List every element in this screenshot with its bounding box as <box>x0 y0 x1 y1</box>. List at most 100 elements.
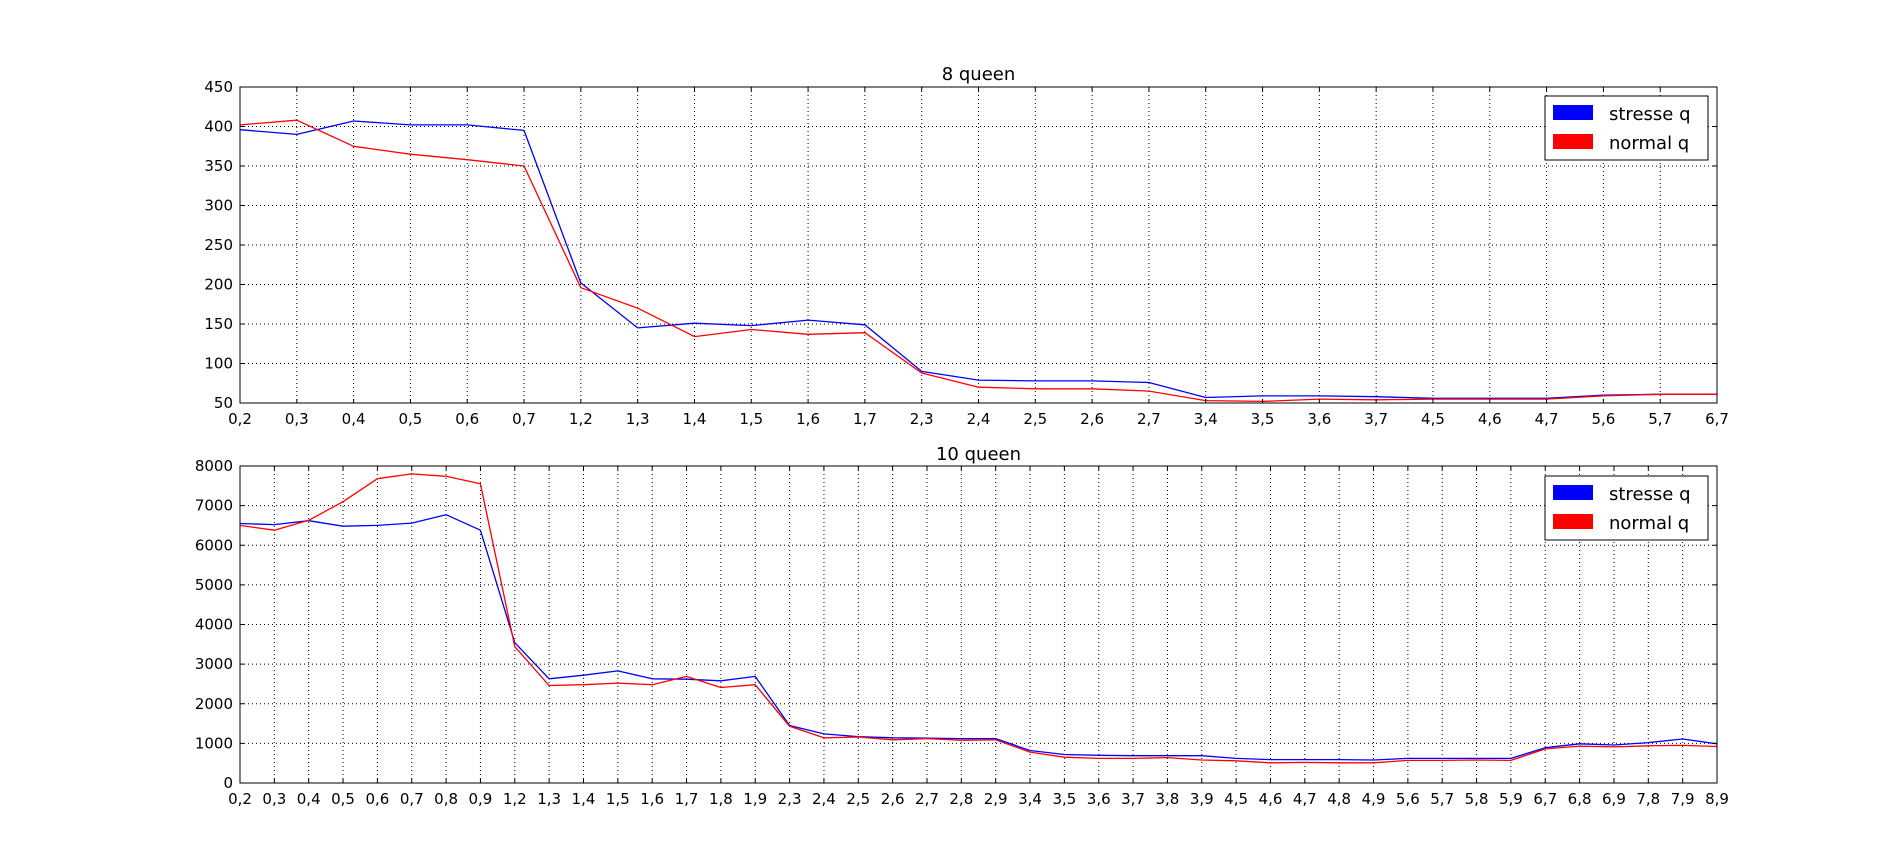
x-tick-label: 1,9 <box>743 790 767 808</box>
y-tick-label: 6000 <box>195 536 233 554</box>
x-tick-label: 7,8 <box>1636 790 1660 808</box>
x-tick-label: 3,6 <box>1307 410 1331 428</box>
x-tick-label: 4,6 <box>1259 790 1283 808</box>
x-tick-label: 3,9 <box>1190 790 1214 808</box>
x-tick-label: 2,4 <box>967 410 991 428</box>
ticks: 0,2 0,3 0,4 0,5 0,6 0,7 0,8 0,9 1,2 1,3 1,4 1,5 1,6 1… <box>195 457 1729 808</box>
x-tick-label: 0,8 <box>434 790 458 808</box>
x-tick-label: 1,4 <box>572 790 596 808</box>
y-tick-label: 100 <box>204 355 233 373</box>
x-tick-label: 1,5 <box>606 790 630 808</box>
x-tick-label: 0,4 <box>342 410 366 428</box>
chart-title: 8 queen <box>942 64 1016 85</box>
x-tick-label: 7,9 <box>1671 790 1695 808</box>
x-tick-label: 4,6 <box>1478 410 1502 428</box>
chart-title: 10 queen <box>936 444 1021 465</box>
x-tick-label: 1,6 <box>640 790 664 808</box>
x-tick-label: 0,4 <box>297 790 321 808</box>
x-tick-label: 3,5 <box>1251 410 1275 428</box>
x-tick-label: 6,7 <box>1705 410 1729 428</box>
series-lines <box>239 473 1718 764</box>
x-tick-label: 1,8 <box>709 790 733 808</box>
x-tick-label: 1,6 <box>796 410 820 428</box>
x-tick-label: 4,7 <box>1293 790 1317 808</box>
x-tick-label: 4,9 <box>1362 790 1386 808</box>
x-tick-label: 1,3 <box>537 790 561 808</box>
legend-label-normal: normal q <box>1609 513 1689 534</box>
x-tick-label: 5,8 <box>1465 790 1489 808</box>
x-tick-label: 0,5 <box>331 790 355 808</box>
x-tick-label: 6,7 <box>1533 790 1557 808</box>
x-tick-label: 1,7 <box>853 410 877 428</box>
x-tick-label: 0,9 <box>469 790 493 808</box>
x-tick-label: 0,3 <box>262 790 286 808</box>
x-tick-label: 1,2 <box>569 410 593 428</box>
x-tick-label: 4,8 <box>1327 790 1351 808</box>
x-tick-label: 6,9 <box>1602 790 1626 808</box>
x-tick-label: 2,5 <box>846 790 870 808</box>
x-tick-label: 3,5 <box>1052 790 1076 808</box>
x-tick-label: 0,6 <box>455 410 479 428</box>
y-tick-label: 450 <box>204 78 233 96</box>
x-tick-label: 0,2 <box>228 410 252 428</box>
legend: stresse q normal q <box>1544 475 1709 541</box>
x-tick-label: 1,5 <box>739 410 763 428</box>
x-tick-label: 2,6 <box>1080 410 1104 428</box>
x-tick-label: 0,6 <box>365 790 389 808</box>
series-line-stresse <box>239 514 1718 761</box>
x-tick-label: 2,7 <box>1137 410 1161 428</box>
y-tick-label: 50 <box>214 394 233 412</box>
x-tick-label: 4,7 <box>1535 410 1559 428</box>
legend: stresse q normal q <box>1544 95 1709 161</box>
x-tick-label: 1,2 <box>503 790 527 808</box>
y-tick-label: 5000 <box>195 576 233 594</box>
x-tick-label: 2,7 <box>915 790 939 808</box>
y-tick-label: 3000 <box>195 655 233 673</box>
series-line-normal <box>239 119 1717 403</box>
x-tick-label: 2,3 <box>910 410 934 428</box>
y-tick-label: 300 <box>204 197 233 215</box>
y-tick-label: 200 <box>204 276 233 294</box>
y-tick-label: 2000 <box>195 695 233 713</box>
x-tick-label: 8,9 <box>1705 790 1729 808</box>
x-tick-label: 1,3 <box>626 410 650 428</box>
chart-8-queen: 8 queen 0,2 0,3 0,4 0,5 0,6 0,7 1,2 1,3 1,4 1,5 1,… <box>204 64 1729 428</box>
legend-label-stresse: stresse q <box>1609 484 1691 505</box>
y-tick-label: 4000 <box>195 616 233 634</box>
y-tick-label: 350 <box>204 157 233 175</box>
legend-label-normal: normal q <box>1609 133 1689 154</box>
legend-swatch-normal <box>1553 514 1593 529</box>
x-tick-label: 2,8 <box>949 790 973 808</box>
x-tick-label: 5,6 <box>1396 790 1420 808</box>
x-tick-label: 3,7 <box>1121 790 1145 808</box>
x-tick-label: 2,5 <box>1023 410 1047 428</box>
x-tick-label: 5,6 <box>1591 410 1615 428</box>
x-tick-label: 0,3 <box>285 410 309 428</box>
x-tick-label: 0,7 <box>512 410 536 428</box>
legend-swatch-stresse <box>1553 485 1593 500</box>
y-tick-label: 8000 <box>195 457 233 475</box>
y-tick-label: 250 <box>204 236 233 254</box>
legend-swatch-stresse <box>1553 105 1593 120</box>
x-tick-label: 2,9 <box>984 790 1008 808</box>
y-tick-label: 400 <box>204 118 233 136</box>
y-tick-label: 0 <box>223 774 233 792</box>
x-tick-label: 3,6 <box>1087 790 1111 808</box>
x-tick-label: 2,6 <box>881 790 905 808</box>
x-tick-label: 4,5 <box>1224 790 1248 808</box>
x-tick-label: 6,8 <box>1568 790 1592 808</box>
chart-10-queen: 10 queen 0,2 0,3 0,4 0,5 0,6 0,7 0,8 0,9 1,2 1,3 1… <box>195 444 1729 808</box>
y-tick-label: 150 <box>204 315 233 333</box>
x-tick-label: 0,2 <box>228 790 252 808</box>
x-tick-label: 5,7 <box>1648 410 1672 428</box>
x-tick-label: 5,9 <box>1499 790 1523 808</box>
x-tick-label: 0,7 <box>400 790 424 808</box>
x-tick-label: 3,4 <box>1018 790 1042 808</box>
legend-label-stresse: stresse q <box>1609 104 1691 125</box>
legend-swatch-normal <box>1553 134 1593 149</box>
x-tick-label: 0,5 <box>398 410 422 428</box>
x-tick-label: 1,4 <box>683 410 707 428</box>
series-line-stresse <box>239 120 1717 399</box>
series-lines <box>239 119 1717 403</box>
